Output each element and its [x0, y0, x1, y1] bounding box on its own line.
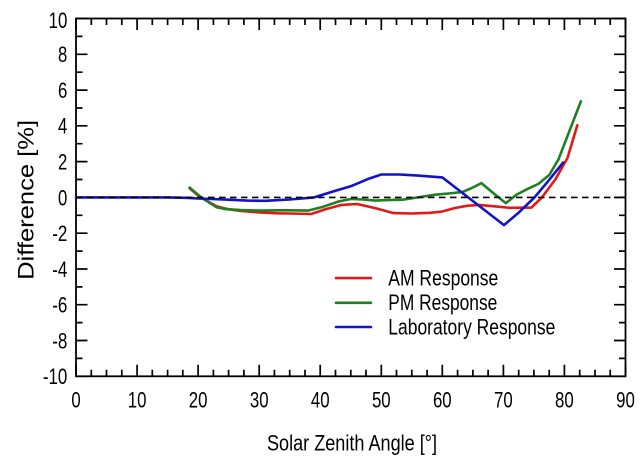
svg-text:-4: -4: [52, 257, 67, 282]
svg-text:AM Response: AM Response: [388, 266, 498, 291]
svg-text:Laboratory Response: Laboratory Response: [388, 315, 555, 340]
svg-text:PM Response: PM Response: [388, 290, 497, 315]
svg-text:-8: -8: [52, 328, 67, 353]
svg-text:2: 2: [58, 150, 67, 175]
svg-text:Solar Zenith Angle [°]: Solar Zenith Angle [°]: [267, 431, 437, 456]
svg-text:10: 10: [49, 8, 68, 33]
svg-text:-2: -2: [52, 221, 67, 246]
svg-text:50: 50: [372, 388, 391, 413]
svg-text:0: 0: [71, 388, 80, 413]
svg-text:10: 10: [128, 388, 147, 413]
svg-text:8: 8: [58, 42, 67, 67]
svg-text:0: 0: [58, 185, 67, 210]
svg-text:80: 80: [555, 388, 574, 413]
svg-text:90: 90: [616, 388, 635, 413]
svg-text:70: 70: [494, 388, 513, 413]
svg-text:60: 60: [433, 388, 452, 413]
svg-text:-6: -6: [52, 293, 67, 318]
svg-text:Difference [%]: Difference [%]: [14, 120, 39, 280]
svg-text:6: 6: [58, 78, 67, 103]
svg-text:4: 4: [58, 114, 67, 139]
svg-text:30: 30: [250, 388, 269, 413]
svg-text:-10: -10: [43, 364, 67, 389]
svg-text:40: 40: [311, 388, 330, 413]
svg-text:20: 20: [189, 388, 208, 413]
